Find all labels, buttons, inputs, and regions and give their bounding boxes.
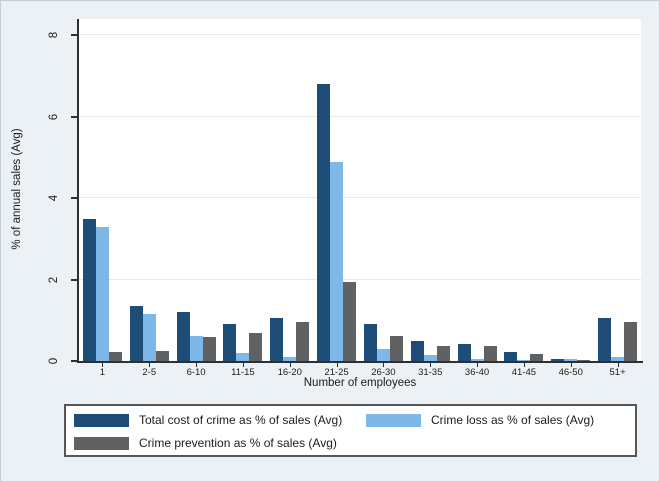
- bar-2-5-s1: [142, 314, 156, 361]
- y-tick: [71, 34, 77, 37]
- bar-36-40-s0: [457, 343, 471, 361]
- x-tick: [617, 363, 619, 367]
- x-tick-label: 16-20: [277, 367, 302, 378]
- bar-41-45-s1: [517, 360, 531, 361]
- x-tick: [196, 363, 198, 367]
- bar-2-5-s2: [155, 350, 169, 361]
- bar-2-5-s0: [129, 306, 143, 361]
- bar-1-s2: [108, 352, 122, 361]
- x-tick-label: 46-50: [558, 367, 583, 378]
- bar-41-45-s2: [530, 353, 544, 361]
- legend-label-crime-prevention: Crime prevention as % of sales (Avg): [139, 436, 337, 450]
- bar-36-40-s1: [470, 358, 484, 361]
- bar-11-15-s2: [249, 332, 263, 361]
- x-tick: [149, 363, 151, 367]
- y-axis-title: % of annual sales (Avg): [11, 128, 23, 250]
- bar-11-15-s1: [236, 352, 250, 361]
- bar-36-40-s2: [483, 345, 497, 361]
- y-tick-label: 2: [48, 276, 60, 283]
- x-tick-label: 6-10: [186, 367, 206, 378]
- legend: Total cost of crime as % of sales (Avg) …: [64, 404, 637, 457]
- x-tick: [242, 363, 244, 367]
- bar-26-30-s1: [376, 348, 390, 361]
- x-tick: [523, 363, 525, 367]
- bar-16-20-s2: [296, 321, 310, 361]
- legend-label-crime-loss: Crime loss as % of sales (Avg): [431, 413, 595, 427]
- bar-46-50-s0: [551, 358, 565, 361]
- x-tick: [477, 363, 479, 367]
- y-tick-label: 0: [48, 357, 60, 365]
- plot-area: [79, 19, 641, 361]
- bar-21-25-s2: [343, 281, 357, 361]
- bar-26-30-s0: [363, 324, 377, 361]
- x-tick-label: 11-15: [231, 367, 255, 378]
- legend-item-total-cost: Total cost of crime as % of sales (Avg): [74, 413, 342, 427]
- bar-6-10-s0: [176, 312, 190, 361]
- bar-1-s1: [95, 226, 109, 361]
- legend-swatch-total-cost: [74, 413, 129, 427]
- bar-26-30-s2: [389, 335, 403, 361]
- y-tick-label: 4: [48, 194, 60, 202]
- x-tick: [383, 363, 385, 367]
- x-tick-label: 41-45: [511, 367, 537, 378]
- bar-1-s0: [82, 218, 96, 361]
- y-gridline: [79, 115, 641, 117]
- x-tick: [289, 363, 291, 367]
- y-tick: [71, 197, 77, 200]
- bar-6-10-s2: [202, 336, 216, 361]
- legend-item-crime-loss: Crime loss as % of sales (Avg): [366, 413, 594, 427]
- y-tick-label: 8: [48, 32, 60, 39]
- y-tick: [71, 360, 77, 362]
- bar-21-25-s0: [317, 84, 331, 361]
- y-tick: [71, 115, 77, 118]
- legend-label-total-cost: Total cost of crime as % of sales (Avg): [139, 413, 343, 427]
- x-tick: [102, 363, 104, 367]
- bar-51+-s0: [598, 318, 612, 361]
- y-tick-label: 6: [48, 113, 60, 120]
- bar-21-25-s1: [330, 161, 344, 361]
- bar-41-45-s0: [504, 352, 518, 361]
- bar-31-35-s2: [436, 345, 450, 361]
- x-tick: [570, 363, 572, 367]
- bar-16-20-s0: [270, 318, 284, 361]
- x-tick: [336, 363, 338, 367]
- bar-16-20-s1: [283, 356, 297, 361]
- x-axis-title: Number of employees: [303, 377, 417, 389]
- legend-swatch-crime-loss: [366, 413, 421, 427]
- bar-46-50-s2: [577, 359, 591, 361]
- y-tick: [71, 278, 77, 281]
- bar-6-10-s1: [189, 335, 203, 361]
- bar-51+-s2: [624, 322, 638, 361]
- bar-11-15-s0: [223, 324, 237, 361]
- legend-item-crime-prevention: Crime prevention as % of sales (Avg): [74, 436, 337, 450]
- legend-swatch-crime-prevention: [74, 436, 129, 450]
- x-tick-label: 26-30: [371, 367, 396, 378]
- y-axis-line: [77, 19, 79, 363]
- x-tick-label: 1: [99, 367, 106, 378]
- x-tick-label: 36-40: [464, 367, 490, 378]
- bar-31-35-s0: [410, 340, 424, 361]
- x-tick: [430, 363, 432, 367]
- bar-51+-s1: [611, 356, 625, 361]
- x-axis-line: [77, 361, 643, 363]
- y-gridline: [79, 34, 641, 36]
- bar-31-35-s1: [423, 354, 437, 361]
- bar-46-50-s1: [564, 359, 578, 361]
- x-tick-label: 21-25: [324, 367, 349, 378]
- x-tick-label: 2-5: [142, 367, 157, 378]
- x-tick-label: 51+: [609, 367, 626, 378]
- x-tick-label: 31-35: [418, 367, 443, 378]
- y-gridline: [79, 278, 641, 280]
- y-gridline: [79, 197, 641, 199]
